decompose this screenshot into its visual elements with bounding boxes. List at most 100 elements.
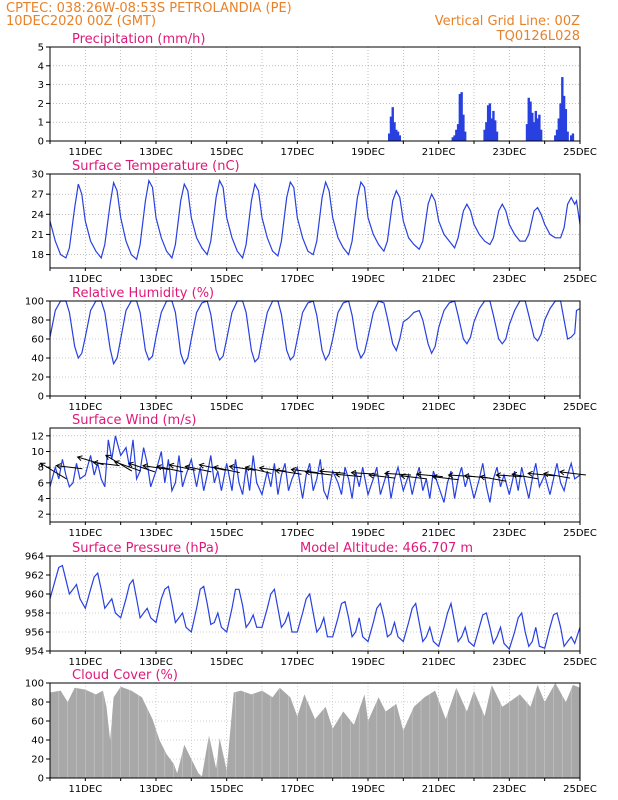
precip-bar [534, 110, 538, 141]
x-tick-label: 25DEC [563, 657, 597, 668]
x-tick-label: 21DEC [422, 784, 456, 795]
wind-arrow-shaft [169, 464, 196, 471]
precip-bar [536, 118, 539, 141]
wind-arrow-head [198, 462, 205, 469]
panel-cloud: 0 20 40 60 80 100 11DEC 13DEC 15DEC 17DEC 19DEC 21D… [25, 668, 597, 795]
x-tick-label: 23DEC [492, 402, 526, 413]
wind-arrow-head [76, 455, 83, 462]
header-grid-info: Vertical Grid Line: 00Z [435, 14, 580, 29]
x-tick-label: 25DEC [563, 402, 597, 413]
wind-arrow-shaft [56, 465, 83, 470]
x-tick-label: 11DEC [68, 784, 102, 795]
wind-arrow-shaft [93, 461, 120, 467]
wind-arrow-shaft [142, 465, 170, 471]
precip-bar [398, 135, 401, 141]
x-tick-label: 19DEC [351, 402, 385, 413]
x-tick-label: 17DEC [280, 784, 314, 795]
wind-arrow-shaft [559, 471, 586, 476]
wind-arrow-shaft [185, 465, 212, 473]
x-tick-label: 11DEC [68, 528, 102, 539]
precip-bar [529, 101, 532, 141]
precip-bar [456, 124, 460, 141]
precip-bar [531, 112, 534, 141]
wind-arrow-shaft [335, 473, 362, 478]
wind-arrow-head [39, 462, 46, 468]
precip-bar [460, 92, 463, 141]
y-tick-label: 20 [31, 755, 44, 766]
wind-arrow-head [334, 471, 341, 478]
y-tick-label: 18 [31, 250, 44, 261]
x-tick-label: 11DEC [68, 274, 102, 285]
precip-bar [451, 137, 454, 141]
x-tick-label: 15DEC [210, 657, 244, 668]
panel-wind: 2 4 6 8 10 12 11DEC 13DEC 15DEC 17DEC 19DEC 21DEC 23… [31, 413, 597, 539]
wind-arrow-head [495, 472, 502, 479]
wind-arrow-head [156, 464, 163, 471]
precip-bar [486, 105, 490, 141]
x-tick-label: 17DEC [280, 657, 314, 668]
precip-bar [488, 103, 492, 141]
x-tick-label: 21DEC [422, 402, 456, 413]
wind-arrow-head [105, 454, 111, 461]
precip-bar [527, 97, 530, 141]
y-tick-label: 2 [38, 99, 44, 110]
panel-temperature: 18 21 24 27 30 11DEC 13DEC 15DEC 17DEC 19DEC 21DEC… [31, 159, 597, 285]
temperature-line [49, 178, 581, 261]
y-tick-label: 5 [38, 43, 44, 54]
y-tick-label: 24 [31, 210, 44, 221]
wind-arrow-shaft [369, 474, 396, 479]
wind-arrow-head [228, 464, 235, 470]
header-station: CPTEC: 038:26W-08:53S PETROLANDIA (PE) [6, 1, 292, 16]
x-tick-label: 11DEC [68, 402, 102, 413]
y-tick-label: 40 [31, 354, 44, 365]
wind-arrow-head [258, 465, 265, 472]
x-tick-label: 13DEC [139, 784, 173, 795]
x-tick-label: 11DEC [68, 657, 102, 668]
x-tick-label: 19DEC [351, 784, 385, 795]
wind-arrow-head [527, 470, 533, 477]
wind-arrow-head [399, 473, 406, 480]
x-tick-label: 23DEC [492, 528, 526, 539]
precip-bar [494, 120, 497, 141]
wind-arrow-head [543, 471, 549, 478]
panel-frame [49, 427, 581, 523]
wind-arrow-shaft [416, 473, 443, 478]
wind-arrow-head [290, 467, 297, 473]
x-tick-label: 13DEC [139, 402, 173, 413]
y-tick-label: 100 [25, 679, 44, 690]
y-tick-label: 40 [31, 736, 44, 747]
x-tick-label: 21DEC [422, 528, 456, 539]
wind-arrow-head [113, 460, 120, 466]
y-tick-label: 956 [25, 628, 44, 639]
y-tick-label: 80 [31, 698, 44, 709]
y-tick-label: 964 [25, 552, 44, 563]
precip-bar [561, 77, 564, 141]
x-tick-label: 25DEC [563, 147, 597, 158]
wind-arrow-shaft [275, 469, 302, 475]
wind-arrow-head [212, 465, 219, 471]
precip-bar [458, 94, 462, 141]
wind-arrow-shaft [114, 461, 141, 472]
wind-arrow-shaft [259, 467, 286, 472]
y-tick-label: 0 [38, 392, 44, 403]
x-tick-label: 21DEC [422, 274, 456, 285]
precip-bar [538, 114, 541, 141]
wind-arrow-head [558, 469, 565, 476]
y-tick-label: 2 [38, 510, 44, 521]
precip-bar [483, 129, 486, 141]
x-tick-label: 23DEC [492, 784, 526, 795]
wind-arrow-head [304, 469, 311, 476]
wind-arrow-head [511, 471, 518, 478]
x-tick-label: 17DEC [280, 147, 314, 158]
precip-bar [532, 122, 536, 141]
x-tick-label: 19DEC [351, 657, 385, 668]
x-tick-label: 15DEC [210, 274, 244, 285]
y-tick-label: 3 [38, 80, 44, 91]
y-tick-label: 60 [31, 717, 44, 728]
x-tick-label: 13DEC [139, 147, 173, 158]
panel-title: Surface Wind (m/s) [72, 413, 196, 428]
precip-bar [389, 116, 393, 141]
x-tick-label: 13DEC [139, 528, 173, 539]
